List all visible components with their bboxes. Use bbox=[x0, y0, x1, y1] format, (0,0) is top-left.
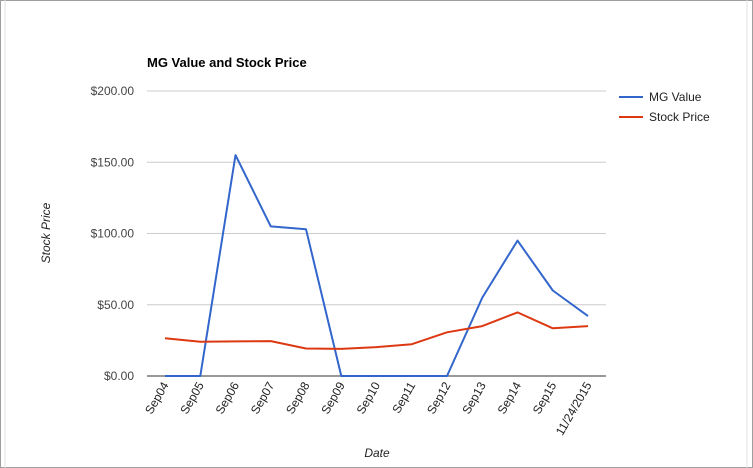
x-tick-label: Sep15 bbox=[530, 379, 560, 416]
legend-label: MG Value bbox=[649, 90, 702, 104]
x-tick-label: Sep11 bbox=[389, 379, 418, 416]
series-line-stock-price bbox=[164, 311, 589, 350]
y-tick-label: $150.00 bbox=[91, 155, 135, 169]
x-tick-label: Sep14 bbox=[495, 379, 525, 416]
y-axis-title: Stock Price bbox=[39, 202, 53, 263]
series-lines bbox=[164, 154, 589, 377]
x-axis-title: Date bbox=[364, 446, 390, 460]
x-tick-label: Sep07 bbox=[248, 379, 278, 416]
y-tick-label: $0.00 bbox=[104, 369, 134, 383]
x-tick-label: Sep10 bbox=[354, 379, 384, 416]
x-tick-label: Sep09 bbox=[318, 379, 348, 416]
x-tick-label: Sep13 bbox=[459, 379, 489, 416]
x-tick-label: Sep06 bbox=[213, 379, 243, 416]
series-line-mg-value bbox=[165, 154, 589, 377]
x-tick-label: Sep12 bbox=[424, 379, 454, 416]
y-tick-label: $100.00 bbox=[91, 227, 135, 241]
y-tick-label: $200.00 bbox=[91, 84, 135, 98]
grid bbox=[147, 90, 606, 377]
y-axis-ticks: $0.00 $50.00 $100.00 $150.00 $200.00 bbox=[91, 84, 135, 383]
x-tick-label: Sep04 bbox=[142, 379, 172, 416]
legend-label: Stock Price bbox=[649, 110, 710, 124]
x-axis-ticks: Sep04 Sep05 Sep06 Sep07 Sep08 Sep09 Sep10 Sep11… bbox=[142, 379, 595, 438]
chart-title: MG Value and Stock Price bbox=[147, 55, 307, 70]
legend: MG Value Stock Price bbox=[619, 90, 710, 124]
x-tick-label: Sep08 bbox=[283, 379, 313, 416]
y-tick-label: $50.00 bbox=[97, 298, 134, 312]
x-tick-label: 11/24/2015 bbox=[553, 379, 595, 438]
x-tick-label: Sep05 bbox=[177, 379, 207, 416]
